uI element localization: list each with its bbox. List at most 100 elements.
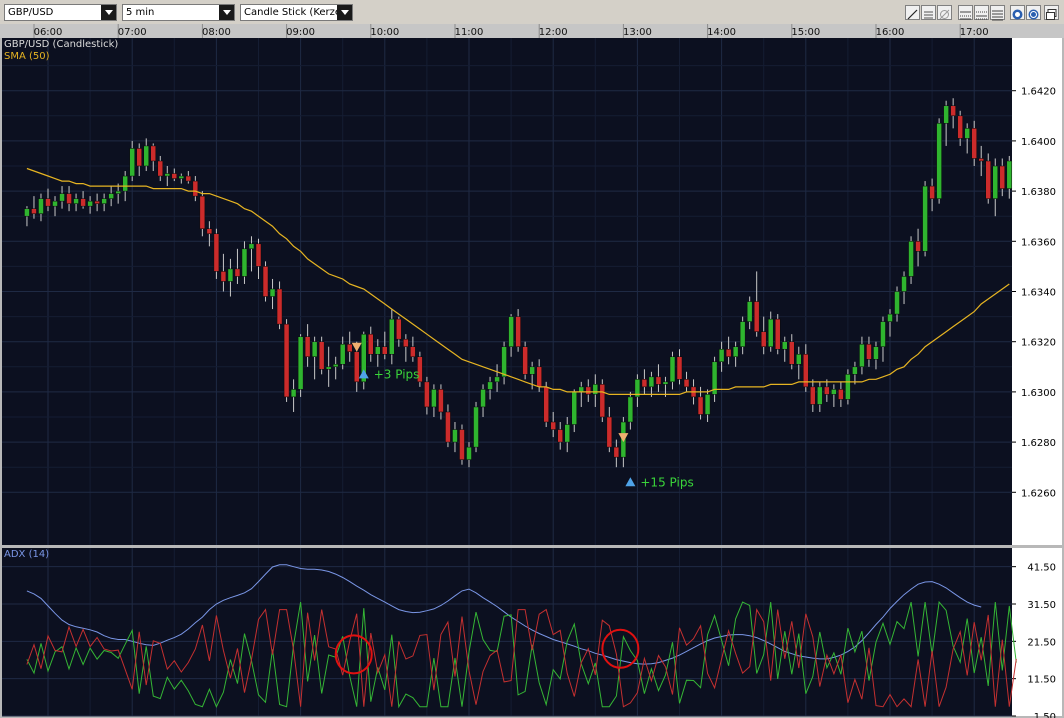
sell-signal-marker xyxy=(618,433,629,443)
chevron-down-icon[interactable] xyxy=(101,5,116,20)
candle-body xyxy=(108,193,114,199)
price-tick-label: 1.6280 xyxy=(1021,438,1056,449)
candle-body xyxy=(311,341,318,358)
candle-body xyxy=(936,123,942,199)
candle-body xyxy=(732,346,739,358)
zoom-circle-icon xyxy=(1012,9,1023,20)
candle-body xyxy=(431,389,437,408)
candle-body xyxy=(24,208,30,217)
candle-body xyxy=(704,394,711,415)
pips-label: +3 Pips xyxy=(374,367,420,381)
symbol-select[interactable]: GBP/USD xyxy=(4,4,117,21)
grid-style-2-button[interactable] xyxy=(974,5,989,20)
candle-body xyxy=(389,318,395,355)
sell-signal-marker xyxy=(351,342,362,352)
chart-type-select-value: Candle Stick (Kerze xyxy=(244,7,342,18)
time-tick-label: 11:00 xyxy=(455,27,484,38)
price-tick-label: 1.6400 xyxy=(1021,137,1056,148)
time-tick-label: 14:00 xyxy=(707,27,736,38)
candle-body xyxy=(115,190,121,194)
candle-body xyxy=(697,396,704,415)
candle-body xyxy=(213,233,220,272)
candle-body xyxy=(929,185,935,199)
candle-body xyxy=(585,386,592,395)
fibonacci-icon xyxy=(939,9,950,20)
chevron-down-icon[interactable] xyxy=(219,5,234,20)
draw-hline-button[interactable] xyxy=(921,5,936,20)
symbol-select-value: GBP/USD xyxy=(8,7,54,18)
candle-body xyxy=(564,424,570,443)
horizontal-lines-icon xyxy=(924,11,933,19)
interval-select[interactable]: 5 min xyxy=(122,4,235,21)
buy-signal-marker xyxy=(625,477,636,487)
candle-body xyxy=(368,333,374,355)
time-tick-label: 13:00 xyxy=(623,27,652,38)
candle-body xyxy=(838,389,844,400)
chart-toolbar: GBP/USD 5 min Candle Stick (Kerze xyxy=(0,0,1064,25)
zoom-out-button[interactable] xyxy=(1026,5,1041,20)
candle-body xyxy=(683,379,690,388)
time-tick-label: 12:00 xyxy=(539,27,568,38)
candle-body xyxy=(164,173,171,177)
candle-body xyxy=(59,193,65,202)
price-grid xyxy=(2,38,1012,545)
zoom-in-button[interactable] xyxy=(1010,5,1025,20)
candle-body xyxy=(557,429,563,443)
candle-body xyxy=(262,266,269,297)
candle-body xyxy=(31,208,37,214)
grid-style-3-button[interactable] xyxy=(990,5,1005,21)
candle-body xyxy=(599,384,606,418)
candle-body xyxy=(641,379,648,388)
candle-body xyxy=(803,353,809,388)
grid-icon xyxy=(960,11,971,20)
candle-body xyxy=(410,346,416,358)
candle-body xyxy=(150,145,156,162)
candle-body xyxy=(817,386,823,405)
draw-fib-button[interactable] xyxy=(937,5,952,20)
detach-window-button[interactable] xyxy=(1044,5,1059,20)
candle-body xyxy=(339,343,346,365)
candle-body xyxy=(185,175,192,182)
crossover-circle xyxy=(601,628,640,669)
price-tick-label: 1.6380 xyxy=(1021,187,1056,198)
grid-style-1-button[interactable] xyxy=(958,5,973,20)
price-tick-label: 1.6320 xyxy=(1021,338,1056,349)
candle-body xyxy=(45,198,51,207)
price-tick-label: 1.6260 xyxy=(1021,488,1056,499)
grid-icon xyxy=(992,10,1003,21)
draw-line-button[interactable] xyxy=(905,5,920,20)
chevron-down-icon[interactable] xyxy=(337,5,352,20)
candle-body xyxy=(325,366,332,370)
candle-body xyxy=(606,416,613,448)
candle-body xyxy=(810,386,816,405)
candle-body xyxy=(269,288,276,297)
candle-body xyxy=(87,200,93,207)
candle-body xyxy=(143,145,149,167)
candle-body xyxy=(346,343,353,352)
candle-body xyxy=(473,406,479,448)
sma-layer xyxy=(26,167,1010,395)
candle-body xyxy=(774,318,781,350)
candle-body xyxy=(824,386,830,395)
candle-body xyxy=(796,353,802,365)
pips-label: +15 Pips xyxy=(640,475,693,489)
candle-body xyxy=(887,313,893,322)
candle-body xyxy=(901,276,907,292)
candle-body xyxy=(739,321,746,347)
candle-body xyxy=(248,243,255,250)
zoom-circle-icon xyxy=(1028,9,1039,20)
candle-body xyxy=(943,105,949,124)
buy-signal-marker xyxy=(358,369,369,379)
candle-body xyxy=(424,381,430,408)
price-chart-title: GBP/USD (Candlestick) xyxy=(4,39,118,50)
candle-body xyxy=(220,271,227,282)
time-axis: 06:00 07:00 08:00 09:00 10:00 11:00 12:00 13:00… xyxy=(0,24,1064,38)
chart-type-select[interactable]: Candle Stick (Kerze xyxy=(240,4,353,21)
candle-body xyxy=(382,346,388,355)
candle-body xyxy=(332,364,339,368)
candle-body xyxy=(950,105,956,117)
time-tick-label: 08:00 xyxy=(202,27,231,38)
candle-body xyxy=(634,379,641,398)
candle-body xyxy=(396,318,402,340)
candle-body xyxy=(445,411,451,443)
